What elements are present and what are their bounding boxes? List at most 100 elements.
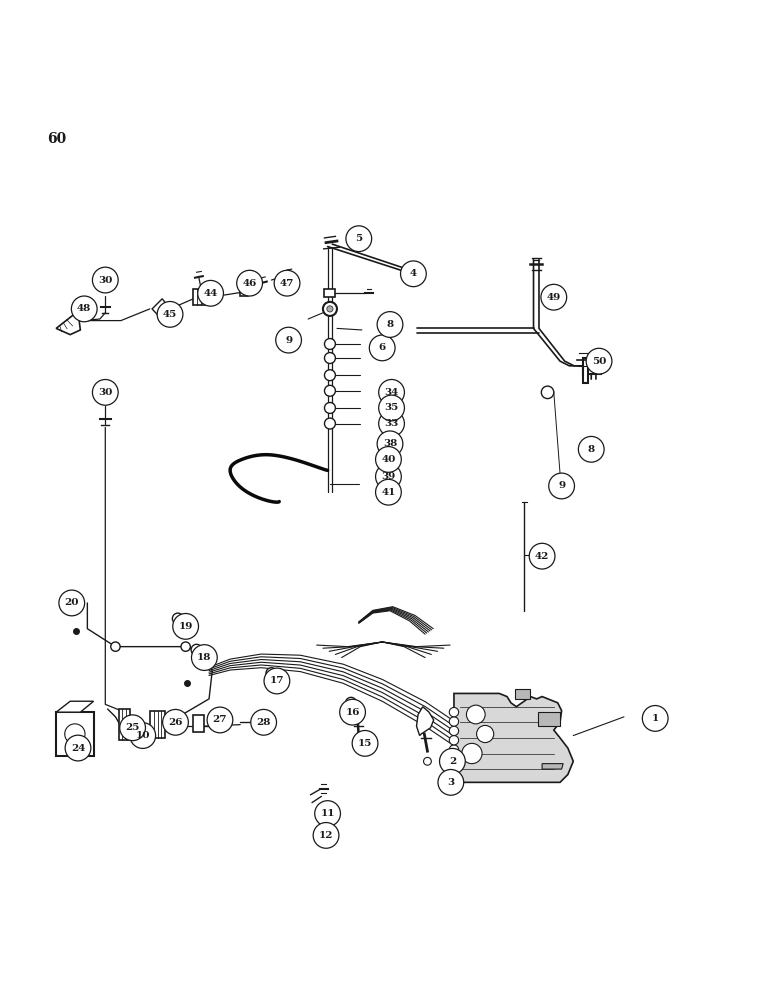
- Text: 20: 20: [65, 598, 79, 607]
- Text: 30: 30: [98, 388, 112, 397]
- FancyBboxPatch shape: [119, 709, 130, 740]
- Text: 48: 48: [77, 304, 91, 313]
- Circle shape: [324, 339, 335, 349]
- Text: 16: 16: [346, 708, 360, 717]
- Text: 34: 34: [385, 388, 399, 397]
- Text: 30: 30: [98, 276, 112, 285]
- Circle shape: [449, 736, 459, 745]
- Circle shape: [313, 823, 339, 848]
- Circle shape: [370, 335, 395, 361]
- Circle shape: [323, 302, 337, 316]
- Text: 2: 2: [448, 757, 456, 766]
- Polygon shape: [152, 299, 170, 319]
- FancyBboxPatch shape: [324, 289, 335, 297]
- Circle shape: [375, 479, 401, 505]
- Text: 8: 8: [587, 445, 595, 454]
- Text: 9: 9: [558, 481, 565, 490]
- Polygon shape: [56, 701, 94, 712]
- Circle shape: [549, 473, 574, 499]
- Circle shape: [466, 705, 485, 724]
- Circle shape: [375, 447, 401, 472]
- Circle shape: [198, 280, 224, 306]
- Text: 44: 44: [204, 289, 218, 298]
- Text: 41: 41: [381, 488, 395, 497]
- Circle shape: [440, 748, 465, 774]
- Circle shape: [462, 743, 482, 764]
- Polygon shape: [542, 764, 563, 769]
- Circle shape: [379, 395, 404, 421]
- Circle shape: [579, 436, 604, 462]
- Circle shape: [346, 697, 356, 708]
- Circle shape: [438, 769, 463, 795]
- Circle shape: [355, 736, 363, 744]
- Circle shape: [59, 590, 85, 616]
- Text: 11: 11: [321, 809, 335, 818]
- Text: 47: 47: [280, 279, 294, 288]
- Circle shape: [172, 613, 183, 624]
- Text: 50: 50: [592, 357, 606, 366]
- Circle shape: [71, 296, 97, 322]
- Circle shape: [162, 709, 189, 735]
- Circle shape: [324, 402, 335, 413]
- Text: 18: 18: [197, 653, 211, 662]
- Circle shape: [266, 668, 277, 679]
- Circle shape: [237, 270, 262, 296]
- Circle shape: [327, 306, 333, 312]
- Circle shape: [251, 709, 277, 735]
- Text: 27: 27: [213, 715, 227, 724]
- Text: 6: 6: [378, 343, 386, 352]
- Circle shape: [477, 725, 494, 743]
- Circle shape: [93, 267, 119, 293]
- Circle shape: [541, 386, 554, 399]
- Circle shape: [275, 270, 300, 296]
- Circle shape: [449, 745, 459, 754]
- Circle shape: [378, 431, 402, 457]
- Circle shape: [276, 327, 301, 353]
- Polygon shape: [583, 369, 601, 374]
- FancyBboxPatch shape: [193, 289, 211, 305]
- Polygon shape: [454, 693, 573, 782]
- Circle shape: [449, 726, 459, 736]
- Polygon shape: [56, 311, 80, 335]
- FancyBboxPatch shape: [150, 711, 165, 738]
- Circle shape: [65, 724, 85, 744]
- Text: 17: 17: [270, 676, 284, 685]
- Text: 4: 4: [410, 269, 417, 278]
- Circle shape: [264, 668, 290, 694]
- Circle shape: [134, 722, 144, 731]
- Circle shape: [93, 379, 119, 405]
- Circle shape: [642, 706, 668, 731]
- FancyBboxPatch shape: [193, 715, 204, 732]
- Polygon shape: [417, 707, 434, 736]
- Text: 35: 35: [385, 403, 399, 412]
- Circle shape: [587, 348, 612, 374]
- Text: 46: 46: [243, 279, 257, 288]
- Circle shape: [379, 379, 404, 405]
- Text: 1: 1: [651, 714, 659, 723]
- Text: 19: 19: [179, 622, 193, 631]
- Circle shape: [449, 717, 459, 726]
- Text: 49: 49: [547, 293, 561, 302]
- Circle shape: [191, 644, 202, 655]
- Text: 39: 39: [381, 472, 395, 481]
- Text: 8: 8: [386, 320, 394, 329]
- Circle shape: [541, 284, 566, 310]
- Text: 15: 15: [358, 739, 372, 748]
- Text: 40: 40: [381, 455, 395, 464]
- Circle shape: [65, 735, 90, 761]
- Text: 33: 33: [385, 419, 399, 428]
- Polygon shape: [515, 689, 530, 699]
- Circle shape: [157, 301, 183, 327]
- Text: 10: 10: [136, 731, 150, 740]
- Circle shape: [346, 226, 372, 252]
- Circle shape: [120, 715, 146, 741]
- Circle shape: [401, 261, 427, 287]
- Text: 3: 3: [447, 778, 455, 787]
- Circle shape: [123, 725, 134, 736]
- Text: 25: 25: [126, 723, 140, 732]
- Circle shape: [379, 411, 404, 436]
- Circle shape: [324, 418, 335, 429]
- Text: 24: 24: [71, 744, 85, 753]
- Circle shape: [129, 723, 156, 748]
- Text: 9: 9: [285, 336, 292, 345]
